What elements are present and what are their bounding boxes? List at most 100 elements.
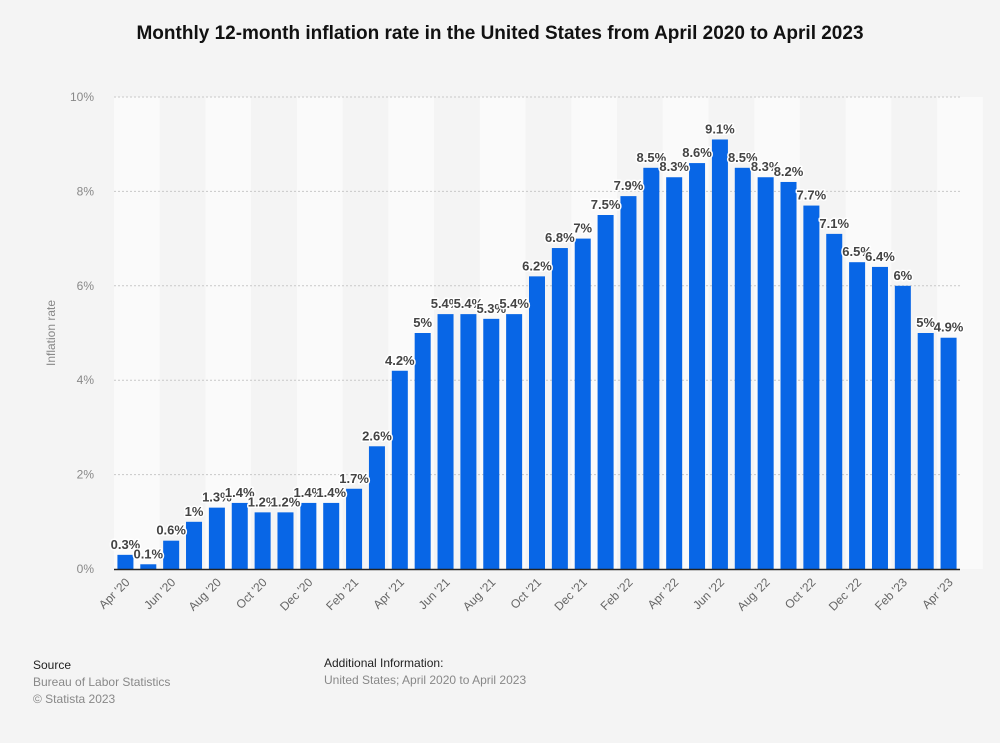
x-tick-label: Apr '20 <box>96 575 133 612</box>
x-tick-label: Aug '22 <box>734 575 773 614</box>
x-tick-label: Dec '21 <box>551 575 590 614</box>
x-tick-label: Feb '22 <box>598 575 636 613</box>
x-tick-label: Feb '21 <box>323 575 361 613</box>
source-heading: Source <box>33 658 72 672</box>
bar[interactable] <box>734 167 751 570</box>
data-label: 8.5% <box>728 150 758 165</box>
data-label: 0.6% <box>156 523 186 538</box>
data-label: 7.9% <box>614 178 644 193</box>
data-label: 7.5% <box>591 197 621 212</box>
bar[interactable] <box>277 512 294 569</box>
footer-additional-info: Additional Information: United States; A… <box>324 655 526 689</box>
bar[interactable] <box>506 314 523 569</box>
data-label: 5.4% <box>454 296 484 311</box>
data-labels: 0.3%0.1%0.6%1%1.3%1.4%1.2%1.2%1.4%1.4%1.… <box>109 120 965 563</box>
data-label: 1.4% <box>316 485 346 500</box>
bar[interactable] <box>711 139 728 570</box>
x-tick-label: Aug '20 <box>186 575 225 614</box>
bar[interactable] <box>208 507 225 569</box>
y-tick-label: 8% <box>77 184 95 198</box>
bar[interactable] <box>917 333 934 569</box>
bar[interactable] <box>780 181 797 569</box>
bar[interactable] <box>689 163 706 569</box>
data-label: 6.2% <box>522 258 552 273</box>
bar[interactable] <box>597 215 614 569</box>
bar[interactable] <box>186 521 203 569</box>
additional-info-text: United States; April 2020 to April 2023 <box>324 673 527 687</box>
source-name[interactable]: Bureau of Labor Statistics <box>33 675 171 689</box>
data-label: 1.2% <box>271 494 301 509</box>
x-tick-label: Oct '22 <box>782 575 819 612</box>
y-axis-ticks: 0% 2% 4% 6% 8% 10% <box>70 90 94 576</box>
data-label: 8.2% <box>774 164 804 179</box>
bar[interactable] <box>460 314 477 569</box>
bar[interactable] <box>391 370 408 569</box>
bar[interactable] <box>940 337 957 569</box>
data-label: 6.4% <box>865 249 895 264</box>
data-label: 1.4% <box>294 485 324 500</box>
bar[interactable] <box>757 177 774 570</box>
bar[interactable] <box>551 248 568 570</box>
data-label: 7.7% <box>797 188 827 203</box>
background-band <box>251 97 297 569</box>
bar[interactable] <box>620 196 637 569</box>
bar[interactable] <box>368 446 385 569</box>
bar[interactable] <box>231 502 248 569</box>
bar[interactable] <box>666 177 683 570</box>
bar[interactable] <box>300 502 317 569</box>
y-tick-label: 4% <box>77 373 95 387</box>
background-band <box>159 97 206 569</box>
bar[interactable] <box>803 205 820 569</box>
data-label: 1.2% <box>248 494 278 509</box>
x-tick-label: Oct '21 <box>508 575 545 612</box>
background-bands <box>114 97 983 569</box>
data-label: 1% <box>185 504 204 519</box>
x-tick-label: Apr '22 <box>645 575 682 612</box>
bar[interactable] <box>483 318 500 569</box>
bar[interactable] <box>643 167 660 570</box>
y-tick-label: 6% <box>77 279 95 293</box>
x-tick-label: Oct '20 <box>233 575 270 612</box>
bar[interactable] <box>894 285 911 569</box>
bar[interactable] <box>574 238 591 569</box>
bar[interactable] <box>117 554 134 569</box>
data-label: 6.8% <box>545 230 575 245</box>
data-label: 8.6% <box>682 145 712 160</box>
x-tick-label: Feb '23 <box>872 575 910 613</box>
x-tick-label: Dec '20 <box>277 575 316 614</box>
data-label: 8.3% <box>751 159 781 174</box>
data-label: 6% <box>893 268 912 283</box>
x-tick-label: Apr '23 <box>919 575 956 612</box>
data-label: 1.7% <box>339 471 369 486</box>
background-band <box>114 97 160 569</box>
background-band <box>205 97 252 569</box>
data-label: 6.5% <box>842 244 872 259</box>
bar[interactable] <box>140 564 157 569</box>
data-label: 8.5% <box>637 150 667 165</box>
bar[interactable] <box>528 276 546 569</box>
footer-source: Source Bureau of Labor Statistics © Stat… <box>33 657 170 708</box>
bar[interactable] <box>163 540 180 569</box>
x-tick-label: Jun '22 <box>690 575 727 612</box>
y-axis-label: Inflation rate <box>44 300 58 366</box>
data-label: 5% <box>916 315 935 330</box>
bar[interactable] <box>849 262 866 569</box>
data-label: 1.3% <box>202 490 232 505</box>
data-label: 7% <box>573 221 592 236</box>
data-label: 9.1% <box>705 121 735 136</box>
copyright: © Statista 2023 <box>33 692 116 706</box>
background-band <box>296 97 343 569</box>
bar[interactable] <box>414 333 431 569</box>
bar[interactable] <box>871 266 888 569</box>
data-label: 1.4% <box>225 485 255 500</box>
bar[interactable] <box>323 502 340 569</box>
bar[interactable] <box>437 314 454 569</box>
bar[interactable] <box>826 233 843 569</box>
data-label: 5.4% <box>499 296 529 311</box>
data-label: 5% <box>413 315 432 330</box>
data-label: 5.4% <box>431 296 461 311</box>
x-tick-label: Apr '21 <box>370 575 407 612</box>
bar[interactable] <box>254 512 271 569</box>
bar[interactable] <box>346 488 363 569</box>
